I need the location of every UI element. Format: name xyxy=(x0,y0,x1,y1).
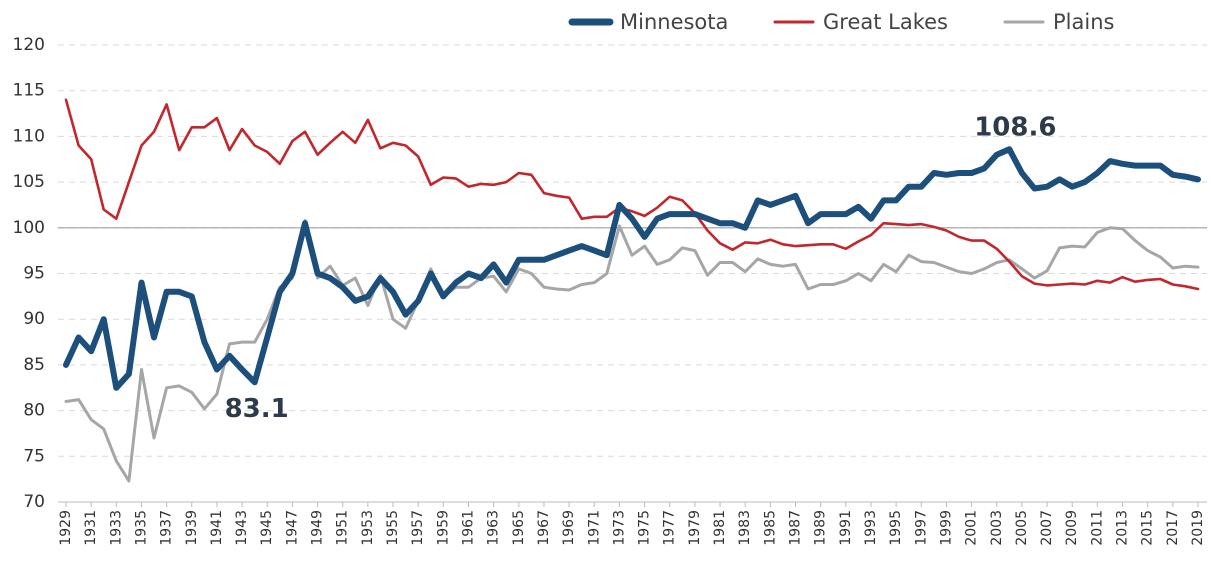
series-line xyxy=(63,146,1201,391)
x-tick-label: 2017 xyxy=(1165,510,1181,546)
x-tick-label: 1957 xyxy=(410,510,426,546)
series-line xyxy=(64,98,1200,291)
x-tick-label: 1997 xyxy=(913,510,929,546)
y-tick-label: 80 xyxy=(23,401,45,421)
x-tick-label: 1991 xyxy=(838,510,854,546)
x-tick-label: 1995 xyxy=(888,510,904,546)
x-tick-label: 1947 xyxy=(284,510,300,546)
x-tick-label: 1951 xyxy=(335,510,351,546)
x-tick-label: 1935 xyxy=(133,510,149,546)
legend-label: Minnesota xyxy=(620,10,728,34)
x-tick-label: 2019 xyxy=(1190,510,1206,546)
y-tick-label: 85 xyxy=(23,355,45,375)
x-tick-label: 2001 xyxy=(964,510,980,546)
y-tick-label: 110 xyxy=(13,126,45,146)
y-tick-label: 75 xyxy=(23,446,45,466)
annotation: 83.1 xyxy=(225,394,289,424)
x-tick-label: 1953 xyxy=(360,510,376,546)
x-tick-label: 1961 xyxy=(460,510,476,546)
y-tick-label: 90 xyxy=(23,309,45,329)
x-tick-label: 2011 xyxy=(1089,510,1105,546)
x-tick-label: 1971 xyxy=(586,510,602,546)
series-line xyxy=(64,219,1200,483)
annotation: 108.6 xyxy=(974,113,1056,143)
x-tick-label: 1937 xyxy=(159,510,175,546)
x-tick-label: 2007 xyxy=(1039,510,1055,546)
y-tick-label: 70 xyxy=(23,492,45,512)
x-tick-label: 2015 xyxy=(1140,510,1156,546)
x-tick-label: 1943 xyxy=(234,510,250,546)
x-tick-label: 1931 xyxy=(83,510,99,546)
legend-label: Great Lakes xyxy=(823,10,948,34)
x-tick-label: 1933 xyxy=(108,510,124,546)
x-tick-label: 1993 xyxy=(863,510,879,546)
x-tick-label: 1949 xyxy=(310,510,326,546)
x-tick-label: 1977 xyxy=(662,510,678,546)
x-tick-label: 1965 xyxy=(511,510,527,546)
x-tick-label: 1959 xyxy=(435,510,451,546)
x-tick-label: 1987 xyxy=(788,510,804,546)
x-tick-label: 1939 xyxy=(184,510,200,546)
y-tick-label: 115 xyxy=(13,81,45,101)
x-tick-label: 1969 xyxy=(561,510,577,546)
x-tick-label: 1985 xyxy=(762,510,778,546)
x-tick-label: 1979 xyxy=(687,510,703,546)
x-tick-label: 1989 xyxy=(813,510,829,546)
x-tick-label: 2005 xyxy=(1014,510,1030,546)
legend-label: Plains xyxy=(1053,10,1114,34)
x-tick-label: 1981 xyxy=(712,510,728,546)
x-tick-label: 1999 xyxy=(938,510,954,546)
x-tick-label: 2013 xyxy=(1115,510,1131,546)
y-tick-label: 120 xyxy=(13,35,45,55)
x-tick-label: 1973 xyxy=(611,510,627,546)
y-tick-label: 100 xyxy=(13,218,45,238)
x-tick-label: 1975 xyxy=(637,510,653,546)
x-tick-label: 2003 xyxy=(989,510,1005,546)
x-tick-label: 1967 xyxy=(536,510,552,546)
x-tick-label: 1963 xyxy=(486,510,502,546)
x-tick-label: 1941 xyxy=(209,510,225,546)
x-tick-label: 1945 xyxy=(259,510,275,546)
y-tick-label: 105 xyxy=(13,172,45,192)
y-tick-label: 95 xyxy=(23,264,45,284)
x-tick-label: 1955 xyxy=(385,510,401,546)
x-tick-label: 1929 xyxy=(58,510,74,546)
x-tick-label: 1983 xyxy=(737,510,753,546)
x-tick-label: 2009 xyxy=(1064,510,1080,546)
